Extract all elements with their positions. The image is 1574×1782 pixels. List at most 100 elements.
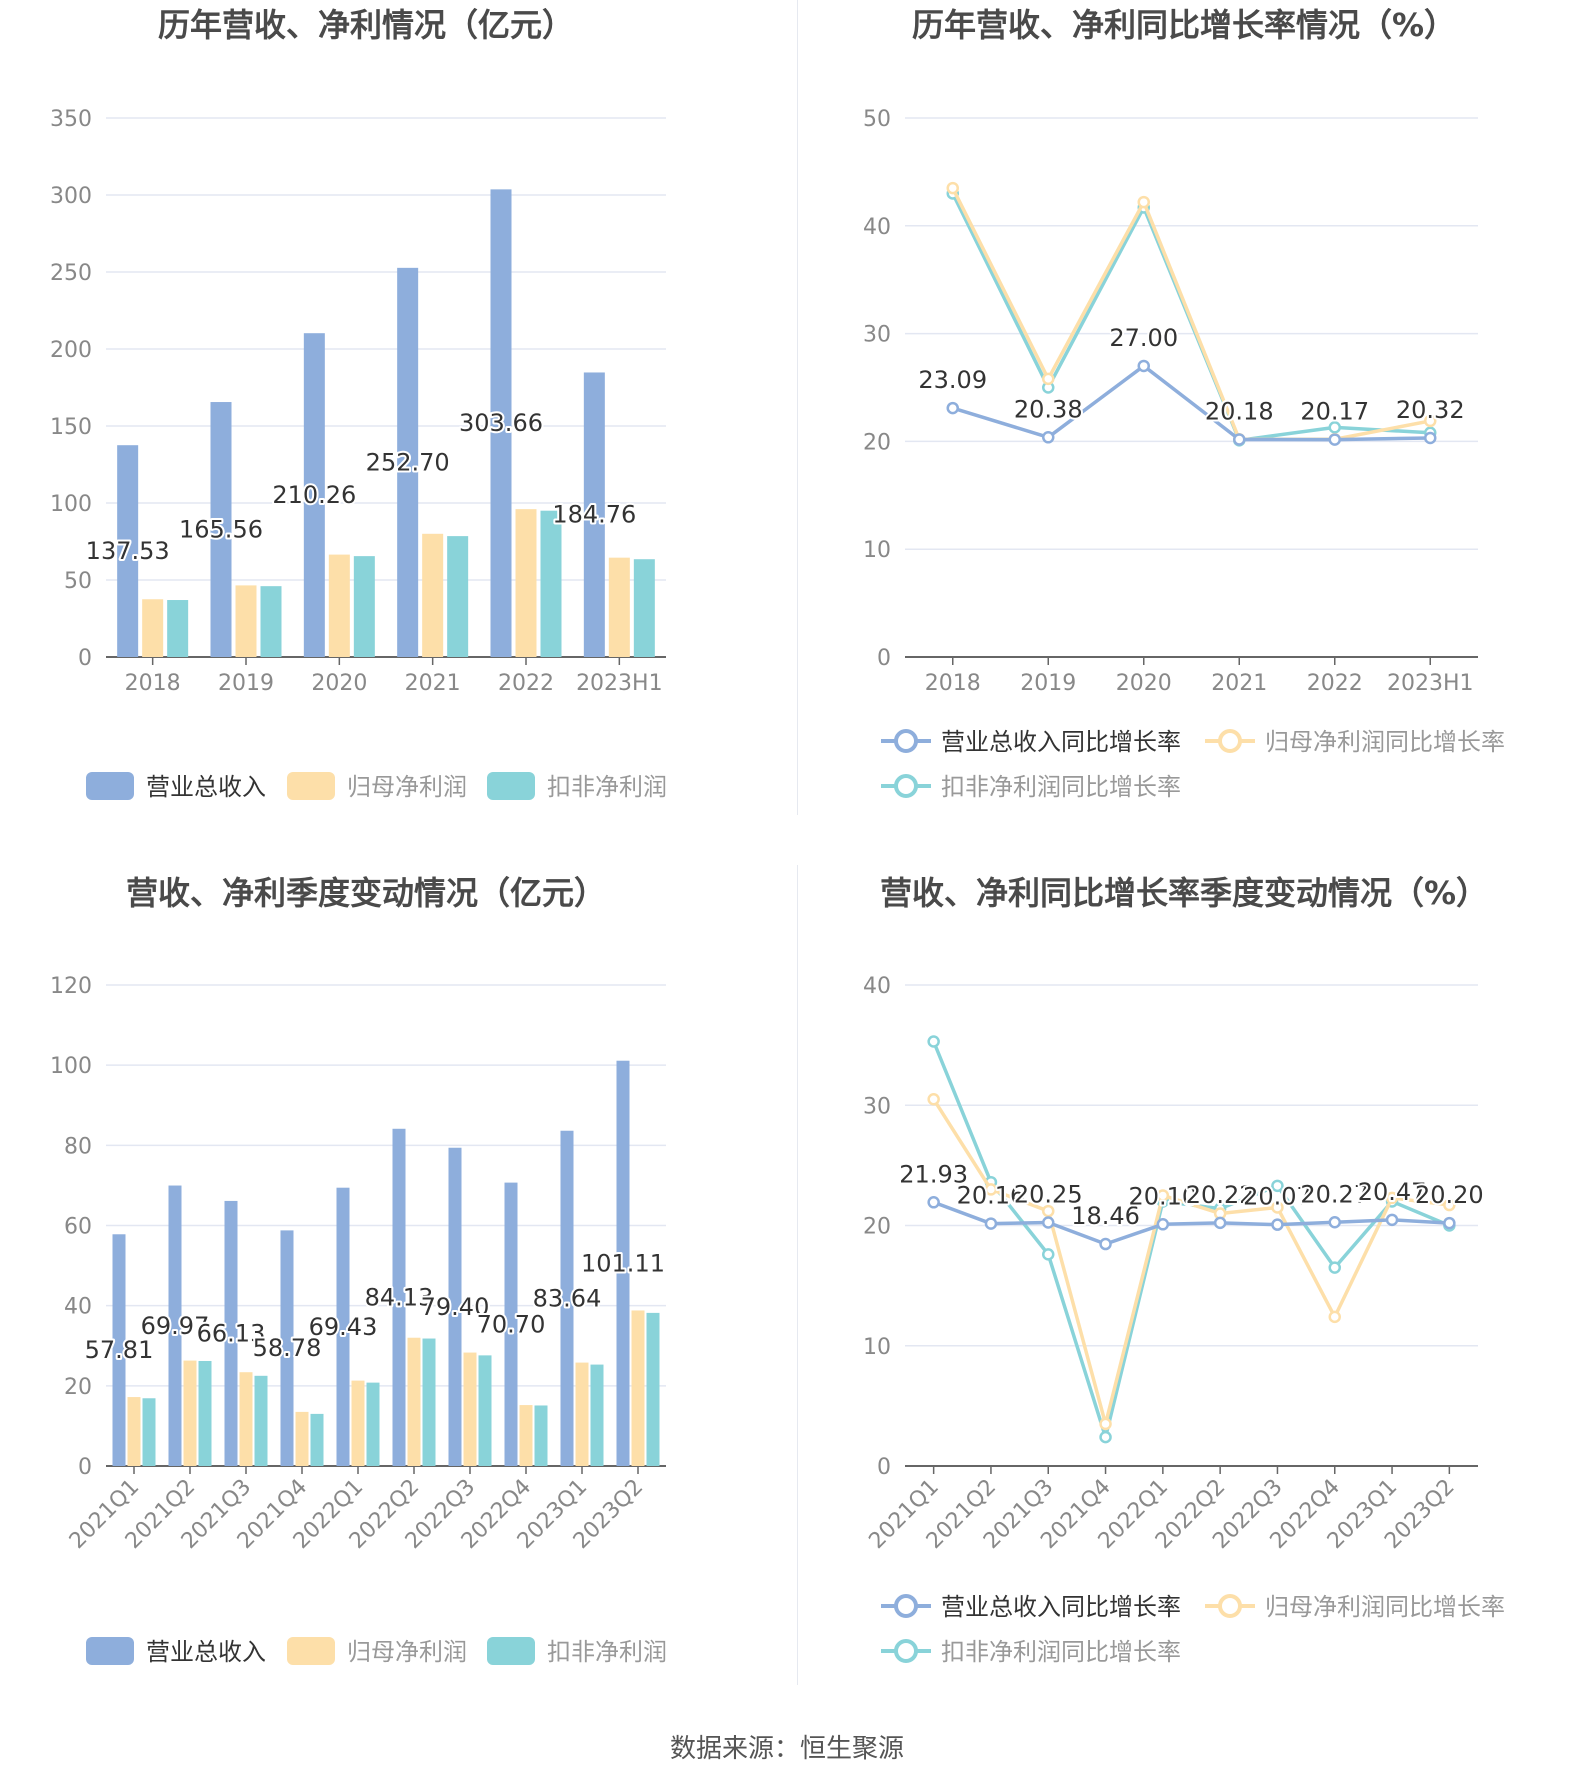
y-tick-label: 100 bbox=[50, 1054, 92, 1079]
y-tick-label: 50 bbox=[863, 107, 891, 132]
data-label: 165.56 bbox=[179, 516, 263, 544]
legend-item: 营业总收入同比增长率 bbox=[881, 1593, 1181, 1621]
y-tick-label: 10 bbox=[863, 538, 891, 563]
data-point bbox=[1385, 1191, 1399, 1205]
legend-marker bbox=[1218, 729, 1242, 753]
data-label: 69.43 bbox=[309, 1313, 378, 1341]
data-label: 21.93 bbox=[899, 1160, 968, 1188]
legend-label: 归母净利润 bbox=[347, 1638, 467, 1666]
y-tick-label: 100 bbox=[50, 492, 92, 517]
bar bbox=[142, 1398, 156, 1466]
legend-label: 营业总收入 bbox=[146, 773, 266, 801]
y-tick-label: 80 bbox=[64, 1134, 92, 1159]
bar bbox=[448, 1147, 462, 1466]
data-point bbox=[984, 1183, 998, 1196]
bar bbox=[239, 1372, 253, 1466]
x-tick-label: 2019 bbox=[218, 671, 274, 696]
y-tick-label: 0 bbox=[78, 1455, 92, 1480]
legend-label: 扣非净利润同比增长率 bbox=[941, 1638, 1181, 1666]
bar bbox=[254, 1375, 268, 1466]
data-source-note: 数据来源：恒生聚源 bbox=[669, 1734, 904, 1764]
data-label: 210.26 bbox=[272, 481, 356, 509]
legend-label: 营业总收入 bbox=[146, 1638, 266, 1666]
data-label: 18.46 bbox=[1071, 1202, 1140, 1230]
data-point bbox=[1271, 1201, 1284, 1214]
data-point bbox=[1328, 1310, 1341, 1324]
legend-label: 归母净利润同比增长率 bbox=[1265, 728, 1505, 756]
legend-swatch bbox=[287, 772, 335, 800]
data-point bbox=[1385, 1213, 1399, 1227]
x-tick-label: 2022 bbox=[1307, 671, 1363, 696]
legend-marker bbox=[1218, 1594, 1242, 1618]
x-tick-label: 2018 bbox=[125, 671, 181, 696]
data-label: 27.00 bbox=[1109, 324, 1178, 352]
bar bbox=[183, 1360, 197, 1466]
quarterly-values-chart: 营收、净利季度变动情况（亿元）0204060801001202021Q12021… bbox=[50, 874, 667, 1666]
legend-label: 扣非净利润 bbox=[547, 773, 667, 801]
data-label: 57.81 bbox=[85, 1336, 154, 1364]
data-label: 20.10 bbox=[1128, 1182, 1197, 1210]
data-point bbox=[1099, 1237, 1112, 1251]
data-point bbox=[1233, 433, 1246, 446]
legend-label: 营业总收入同比增长率 bbox=[941, 728, 1181, 756]
y-tick-label: 350 bbox=[50, 107, 92, 132]
legend-item: 归母净利润 bbox=[287, 772, 467, 801]
bar bbox=[646, 1312, 660, 1466]
legend-item: 归母净利润 bbox=[287, 1637, 467, 1666]
data-label: 69.97 bbox=[141, 1312, 210, 1340]
data-label: 20.38 bbox=[1014, 395, 1083, 423]
bar bbox=[392, 1128, 406, 1466]
panel-divider-top bbox=[797, 0, 798, 815]
bar bbox=[168, 1185, 182, 1466]
data-label: 66.13 bbox=[197, 1319, 266, 1347]
data-label: 20.32 bbox=[1396, 396, 1465, 424]
y-tick-label: 0 bbox=[877, 1455, 891, 1480]
y-tick-label: 200 bbox=[50, 338, 92, 363]
legend-item: 归母净利润同比增长率 bbox=[1205, 728, 1505, 756]
legend-marker bbox=[894, 1594, 918, 1618]
legend-item: 营业总收入 bbox=[86, 772, 266, 801]
y-tick-label: 20 bbox=[863, 1215, 891, 1240]
bar bbox=[633, 559, 655, 657]
bar bbox=[397, 267, 419, 657]
x-tick-label: 2018 bbox=[925, 671, 981, 696]
data-label: 23.09 bbox=[918, 366, 987, 394]
y-tick-label: 0 bbox=[78, 646, 92, 671]
legend-swatch bbox=[487, 772, 535, 800]
data-point bbox=[1271, 1179, 1284, 1193]
x-tick-label: 2021 bbox=[405, 671, 461, 696]
bar bbox=[224, 1200, 238, 1466]
data-label: 70.70 bbox=[477, 1310, 546, 1338]
data-label: 58.78 bbox=[253, 1334, 322, 1362]
bar bbox=[447, 536, 469, 657]
legend-swatch bbox=[86, 772, 134, 800]
legend-marker bbox=[894, 729, 918, 753]
bar bbox=[336, 1187, 350, 1466]
data-point bbox=[1156, 1189, 1170, 1202]
y-tick-label: 300 bbox=[50, 184, 92, 209]
panel-divider-bottom bbox=[797, 865, 798, 1685]
y-tick-label: 40 bbox=[64, 1295, 92, 1320]
bar bbox=[560, 1130, 574, 1466]
x-tick-label: 2023H1 bbox=[1387, 671, 1474, 696]
bar bbox=[608, 557, 630, 657]
bar bbox=[422, 1338, 436, 1466]
legend-swatch bbox=[487, 1637, 535, 1665]
chart-title: 营收、净利季度变动情况（亿元） bbox=[126, 874, 606, 912]
y-tick-label: 10 bbox=[863, 1335, 891, 1360]
legend-item: 归母净利润同比增长率 bbox=[1205, 1593, 1505, 1621]
legend-marker bbox=[894, 1639, 918, 1663]
data-point bbox=[1042, 1204, 1055, 1218]
legend-label: 营业总收入同比增长率 bbox=[941, 1593, 1181, 1621]
data-point bbox=[1424, 414, 1437, 428]
data-label: 20.17 bbox=[1300, 398, 1369, 426]
chart-title: 历年营收、净利情况（亿元） bbox=[158, 6, 574, 44]
bar bbox=[127, 1397, 141, 1466]
legend-marker bbox=[894, 774, 918, 798]
data-point bbox=[1137, 359, 1150, 373]
bar bbox=[280, 1230, 294, 1466]
legend-item: 扣非净利润同比增长率 bbox=[881, 773, 1181, 801]
data-label: 20.27 bbox=[1300, 1180, 1369, 1208]
data-point bbox=[1042, 1248, 1055, 1261]
bar bbox=[235, 585, 257, 657]
